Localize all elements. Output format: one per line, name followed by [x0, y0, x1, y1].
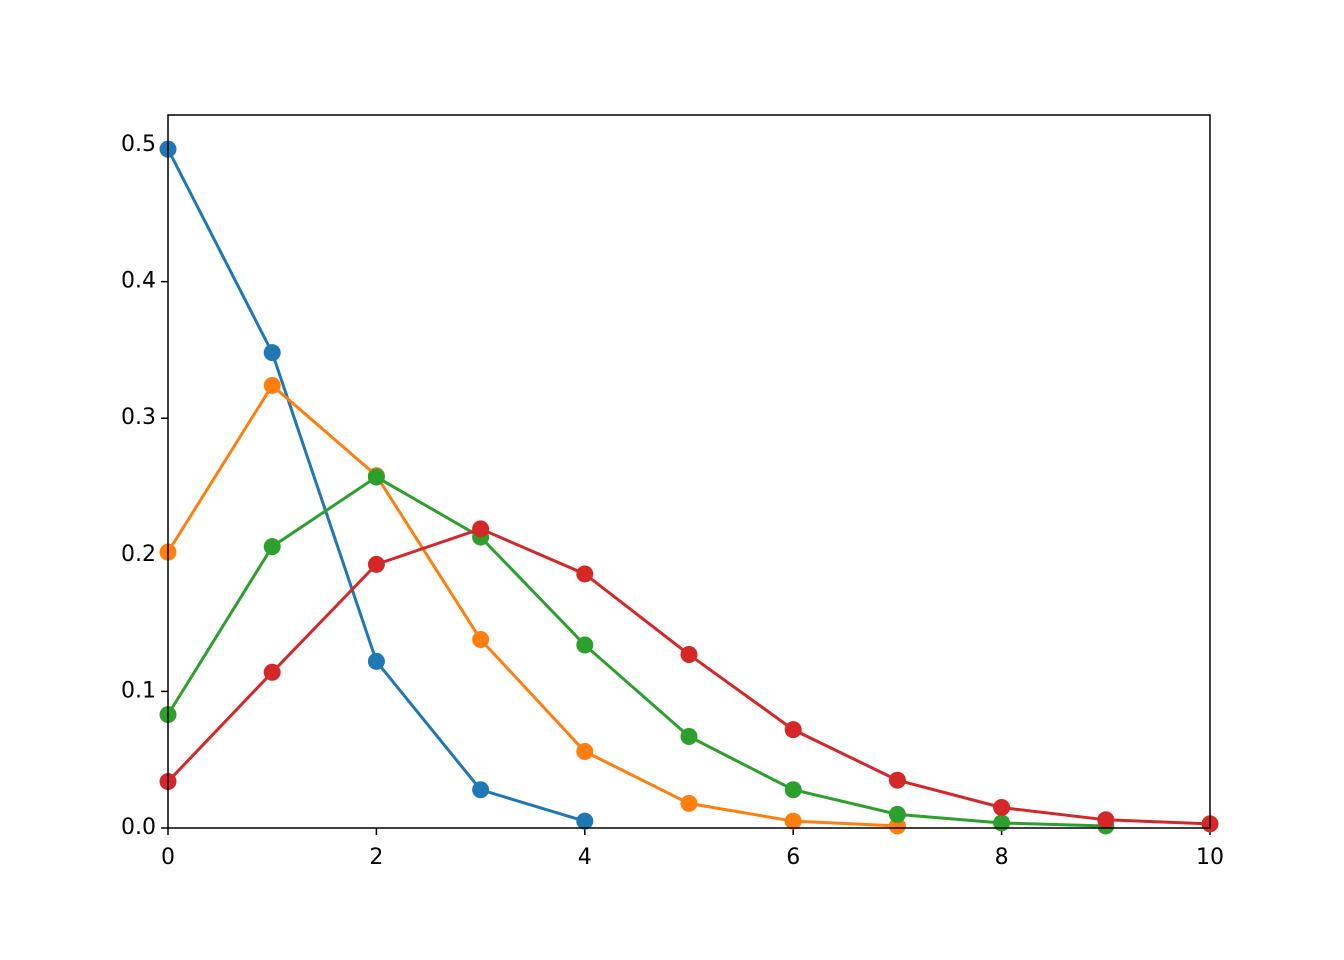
- point: [576, 743, 594, 761]
- point: [784, 781, 802, 799]
- y-tick-label: 0.2: [121, 542, 156, 567]
- point: [367, 468, 385, 486]
- point: [472, 631, 490, 649]
- point: [1097, 811, 1115, 829]
- series-line: [166, 383, 898, 828]
- point: [576, 565, 594, 583]
- point: [263, 538, 281, 556]
- point: [784, 812, 802, 830]
- point: [472, 520, 490, 538]
- point: [993, 814, 1011, 832]
- point: [888, 771, 906, 789]
- point: [472, 781, 490, 799]
- point: [784, 721, 802, 739]
- point: [888, 805, 906, 823]
- point: [576, 636, 594, 654]
- point: [263, 376, 281, 394]
- x-tick-label: 0: [161, 845, 175, 870]
- point: [263, 344, 281, 362]
- point: [680, 646, 698, 664]
- x-tick-label: 8: [995, 845, 1009, 870]
- series-line: [166, 475, 1106, 828]
- point: [680, 727, 698, 745]
- series-line: [166, 527, 1211, 826]
- point: [367, 652, 385, 670]
- y-tick-label: 0.5: [121, 132, 156, 157]
- y-tick-label: 0.1: [121, 678, 156, 703]
- x-tick-label: 10: [1196, 845, 1224, 870]
- point: [263, 663, 281, 681]
- plot-frame: [167, 114, 1211, 829]
- y-tick-label: 0.3: [121, 405, 156, 430]
- point: [680, 794, 698, 812]
- y-tick-label: 0.0: [121, 815, 156, 840]
- y-tick-label: 0.4: [121, 269, 156, 294]
- point: [367, 555, 385, 573]
- x-tick-label: 4: [578, 845, 592, 870]
- x-tick-label: 2: [369, 845, 383, 870]
- x-tick-label: 6: [786, 845, 800, 870]
- point: [993, 799, 1011, 817]
- point: [576, 812, 594, 830]
